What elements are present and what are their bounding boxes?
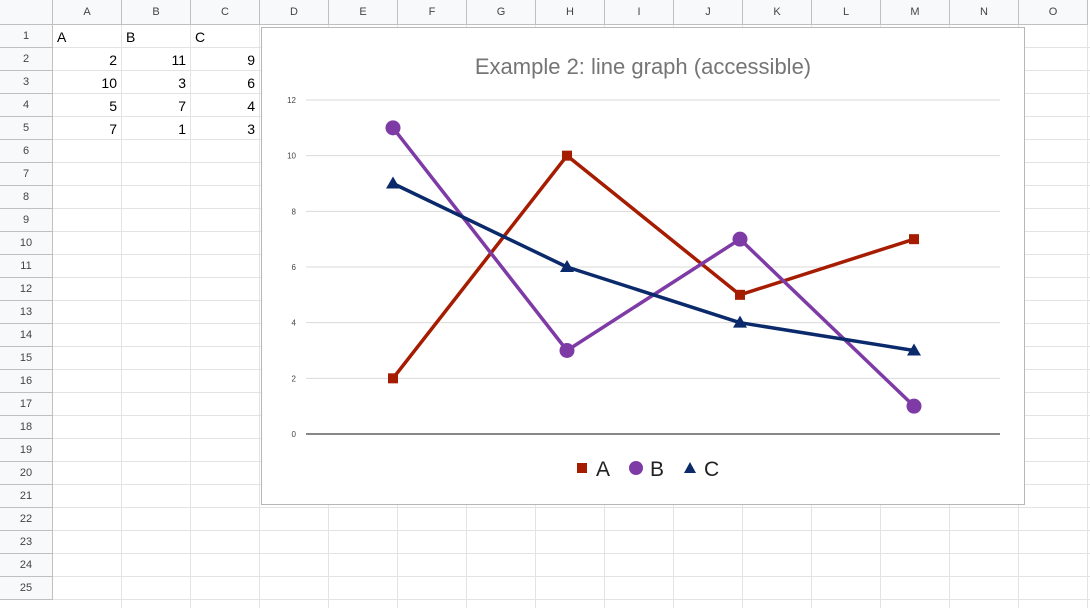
row-header-1[interactable]: 1 — [0, 25, 53, 48]
row-header-19[interactable]: 19 — [0, 439, 53, 462]
series-line-c — [392, 181, 915, 353]
cell-c1[interactable]: C — [195, 29, 206, 45]
data-point-b — [385, 120, 401, 136]
y-tick-label: 2 — [292, 374, 297, 383]
cell-b3[interactable]: 3 — [178, 75, 186, 91]
data-point-b — [559, 343, 575, 358]
data-point-a — [909, 234, 919, 245]
cell-a4[interactable]: 5 — [109, 98, 117, 114]
y-tick-label: 8 — [292, 207, 297, 216]
row-gridline — [53, 599, 1090, 600]
row-header-4[interactable]: 4 — [0, 94, 53, 117]
row-header-22[interactable]: 22 — [0, 508, 53, 531]
row-header-14[interactable]: 14 — [0, 324, 53, 347]
column-header-a[interactable]: A — [53, 0, 122, 25]
data-point-c — [733, 315, 747, 328]
row-header-8[interactable]: 8 — [0, 186, 53, 209]
legend-circle-icon — [629, 461, 643, 475]
column-gridline — [121, 25, 122, 608]
row-header-18[interactable]: 18 — [0, 416, 53, 439]
row-header-5[interactable]: 5 — [0, 117, 53, 140]
row-gridline — [53, 530, 1090, 531]
cell-c5[interactable]: 3 — [247, 121, 255, 137]
chart-title: Example 2: line graph (accessible) — [475, 54, 811, 79]
row-header-17[interactable]: 17 — [0, 393, 53, 416]
data-point-a — [735, 289, 745, 300]
y-tick-label: 0 — [292, 430, 297, 439]
y-tick-label: 4 — [292, 319, 297, 328]
data-point-b — [732, 231, 748, 247]
cell-a2[interactable]: 2 — [109, 52, 117, 68]
data-point-b — [906, 398, 922, 414]
column-header-g[interactable]: G — [467, 0, 536, 25]
legend-label-c: C — [704, 458, 719, 481]
column-gridline — [1087, 25, 1088, 608]
data-point-c — [907, 343, 921, 356]
row-header-11[interactable]: 11 — [0, 255, 53, 278]
data-point-a — [562, 150, 572, 161]
column-header-m[interactable]: M — [881, 0, 950, 25]
row-header-15[interactable]: 15 — [0, 347, 53, 370]
column-header-f[interactable]: F — [398, 0, 467, 25]
chart-svg: Example 2: line graph (accessible) 0 2 4 6 8… — [287, 54, 1000, 481]
data-point-c — [386, 176, 400, 189]
row-header-21[interactable]: 21 — [0, 485, 53, 508]
data-point-c — [560, 260, 574, 272]
column-header-j[interactable]: J — [674, 0, 743, 25]
column-gridline — [190, 25, 191, 608]
row-header-6[interactable]: 6 — [0, 140, 53, 163]
column-header-e[interactable]: E — [329, 0, 398, 25]
cell-b2[interactable]: 11 — [171, 52, 186, 68]
column-header-o[interactable]: O — [1019, 0, 1088, 25]
y-tick-label: 6 — [292, 263, 297, 272]
row-header-9[interactable]: 9 — [0, 209, 53, 232]
row-header-3[interactable]: 3 — [0, 71, 53, 94]
cell-a1[interactable]: A — [57, 29, 67, 45]
row-header-23[interactable]: 23 — [0, 531, 53, 554]
column-header-c[interactable]: C — [191, 0, 260, 25]
column-header-i[interactable]: I — [605, 0, 674, 25]
line-chart[interactable]: Example 2: line graph (accessible) 0 2 4 6 8… — [261, 27, 1025, 505]
row-header-12[interactable]: 12 — [0, 278, 53, 301]
row-header-13[interactable]: 13 — [0, 301, 53, 324]
data-point-a — [388, 373, 398, 384]
row-header-24[interactable]: 24 — [0, 554, 53, 577]
row-header-20[interactable]: 20 — [0, 462, 53, 485]
legend-triangle-icon — [684, 462, 696, 473]
cell-a5[interactable]: 7 — [109, 121, 117, 137]
y-tick-label: 10 — [287, 152, 296, 161]
column-header-b[interactable]: B — [122, 0, 191, 25]
cell-b1[interactable]: B — [126, 29, 136, 45]
column-header-n[interactable]: N — [950, 0, 1019, 25]
row-gridline — [53, 553, 1090, 554]
row-header-2[interactable]: 2 — [0, 48, 53, 71]
row-header-10[interactable]: 10 — [0, 232, 53, 255]
y-tick-label: 12 — [287, 96, 296, 105]
column-gridline — [259, 25, 260, 608]
cell-b4[interactable]: 7 — [178, 98, 186, 114]
series-line-a — [391, 153, 915, 380]
row-header-25[interactable]: 25 — [0, 577, 53, 600]
cell-c3[interactable]: 6 — [247, 75, 255, 91]
select-all-corner[interactable] — [0, 0, 53, 25]
row-gridline — [53, 507, 1090, 508]
row-header-7[interactable]: 7 — [0, 163, 53, 186]
cell-c4[interactable]: 4 — [247, 98, 255, 114]
column-header-h[interactable]: H — [536, 0, 605, 25]
cell-a3[interactable]: 10 — [101, 75, 117, 91]
cell-b5[interactable]: 1 — [178, 121, 186, 137]
row-header-16[interactable]: 16 — [0, 370, 53, 393]
cell-c2[interactable]: 9 — [247, 52, 255, 68]
legend-square-icon — [577, 463, 587, 473]
legend-label-b: B — [650, 458, 664, 481]
column-header-l[interactable]: L — [812, 0, 881, 25]
column-header-k[interactable]: K — [743, 0, 812, 25]
legend-label-a: A — [596, 458, 610, 481]
row-gridline — [53, 576, 1090, 577]
column-header-d[interactable]: D — [260, 0, 329, 25]
